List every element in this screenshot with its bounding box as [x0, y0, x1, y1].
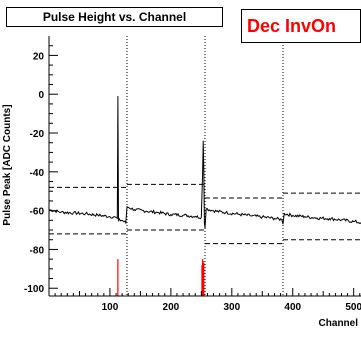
x-tick-label: 500 [345, 302, 361, 313]
y-tick-label: -40 [30, 168, 45, 179]
x-tick-label: 300 [223, 302, 240, 313]
y-tick-label: -100 [24, 284, 44, 295]
y-tick-label: -20 [30, 129, 45, 140]
y-tick-label: 20 [33, 51, 45, 62]
x-axis-label: Channel [319, 318, 359, 329]
x-tick-label: 200 [163, 302, 180, 313]
x-tick-label: 400 [284, 302, 301, 313]
pulse-peak-series [48, 96, 361, 229]
y-axis-label: Pulse Peak [ADC Counts] [2, 104, 13, 225]
y-tick-label: -60 [30, 207, 45, 218]
chart-title: Pulse Height vs. Channel [6, 7, 223, 27]
x-tick-label: 100 [102, 302, 119, 313]
y-tick-label: -80 [30, 245, 45, 256]
mode-tag: Dec InvOn [241, 9, 361, 43]
y-tick-label: 0 [38, 90, 44, 101]
